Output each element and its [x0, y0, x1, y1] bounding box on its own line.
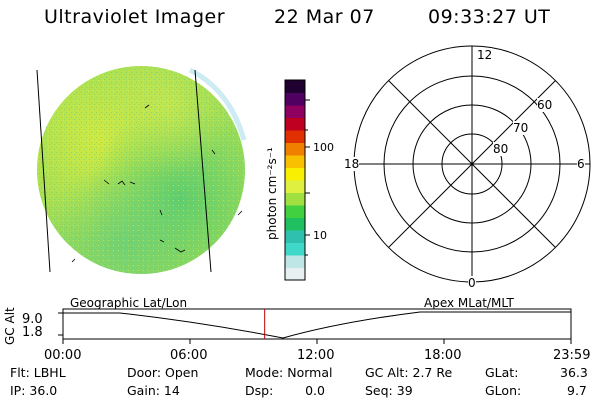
lat-label-70: 70 [513, 121, 529, 135]
mode-readout: Mode: Normal [245, 365, 333, 380]
colorbar-cell [285, 105, 305, 118]
colorbar-cell [285, 180, 305, 193]
time-readout: 09:33:27 UT [428, 6, 551, 28]
glat-value: 36.3 [560, 365, 588, 380]
colorbar-tick-100: 100 [313, 141, 334, 154]
xtick-0000: 00:00 [44, 348, 82, 363]
glon-label: GLon: [485, 383, 522, 398]
colorbar-cell [285, 267, 305, 281]
colorbar-cell [285, 205, 305, 218]
ytick-9: 9.0 [22, 312, 43, 327]
colorbar-cell [285, 242, 305, 256]
colorbar-cell [285, 130, 305, 143]
glon-value: 9.7 [567, 383, 587, 398]
seq-readout: Seq: 39 [365, 383, 413, 398]
lat-label-80: 80 [493, 142, 509, 156]
colorbar-cell [285, 255, 305, 268]
coastline-overlay [71, 104, 243, 263]
colorbar-cell [285, 117, 305, 131]
xtick-1200: 12:00 [297, 348, 335, 363]
colorbar-cell [285, 192, 305, 206]
filter-readout: Flt: LBHL [10, 365, 66, 380]
earth-disk-image [37, 66, 247, 274]
mlt-label-6: 6 [577, 157, 585, 171]
xtick-1800: 18:00 [424, 348, 462, 363]
glat-label: GLat: [485, 365, 519, 380]
apex-label: Apex MLat/MLT [424, 296, 514, 310]
ytick-1-8: 1.8 [22, 325, 43, 340]
geographic-label: Geographic Lat/Lon [70, 296, 188, 310]
colorbar-cell [285, 167, 305, 181]
xtick-2359: 23:59 [553, 348, 591, 363]
colorbar-cell [285, 92, 305, 106]
xtick-0600: 06:00 [170, 348, 208, 363]
colorbar-cell [285, 230, 305, 243]
ip-readout: IP: 36.0 [10, 383, 58, 398]
mlt-label-18: 18 [344, 157, 360, 171]
colorbar-cell [285, 155, 305, 168]
colorbar-cell [285, 217, 305, 231]
gain-readout: Gain: 14 [127, 383, 180, 398]
dsp-readout: Dsp: 0.0 [245, 383, 325, 398]
door-readout: Door: Open [127, 365, 199, 380]
lat-label-60: 60 [537, 98, 553, 112]
colorbar-cell [285, 80, 305, 93]
date-readout: 22 Mar 07 [274, 6, 375, 28]
altitude-curve [63, 311, 571, 339]
colorbar-cell [285, 142, 305, 156]
mlt-label-12: 12 [477, 48, 493, 62]
colorbar-tick-10: 10 [313, 229, 327, 242]
mlt-label-0: 0 [468, 276, 476, 290]
app-title: Ultraviolet Imager [44, 6, 226, 28]
gc-alt-readout: GC Alt: 2.7 Re [365, 365, 453, 380]
limb-lines [36, 69, 212, 273]
